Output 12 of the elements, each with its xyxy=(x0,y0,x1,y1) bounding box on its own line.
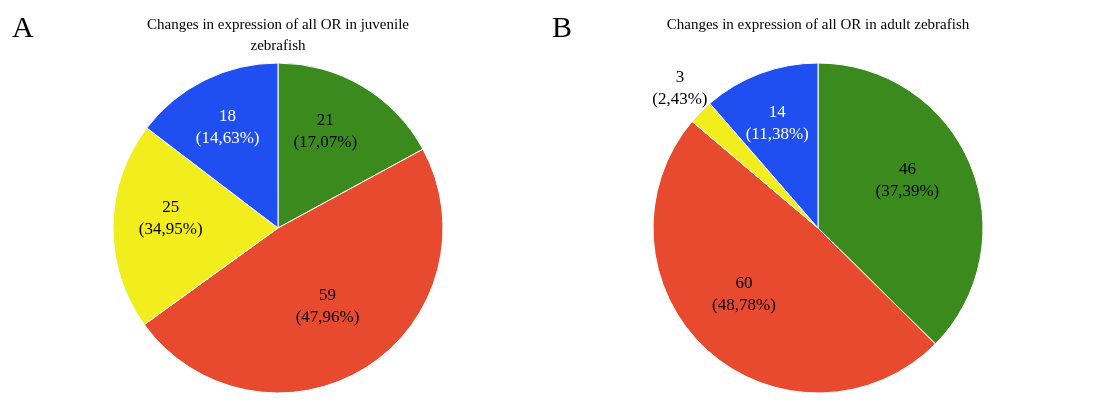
data-label: 25 (34,95%) xyxy=(138,196,203,238)
data-label: 18 (14,63%) xyxy=(195,106,260,148)
data-label: 14 (11,38%) xyxy=(745,102,809,144)
data-label: 59 (47,96%) xyxy=(295,284,360,326)
data-label: 21 (17,07%) xyxy=(293,110,358,152)
text: A xyxy=(12,10,34,44)
data-label: 60 (48,78%) xyxy=(712,273,776,315)
data-label: 46 (37,39%) xyxy=(875,158,940,200)
data-label: 3 (2,43%) xyxy=(652,66,708,108)
chart-title: Changes in expression of all OR in juvenile zebrafish xyxy=(145,15,410,55)
chart-title: Changes in expression of all OR in adult zebrafish xyxy=(665,15,971,34)
text: B xyxy=(552,10,573,44)
